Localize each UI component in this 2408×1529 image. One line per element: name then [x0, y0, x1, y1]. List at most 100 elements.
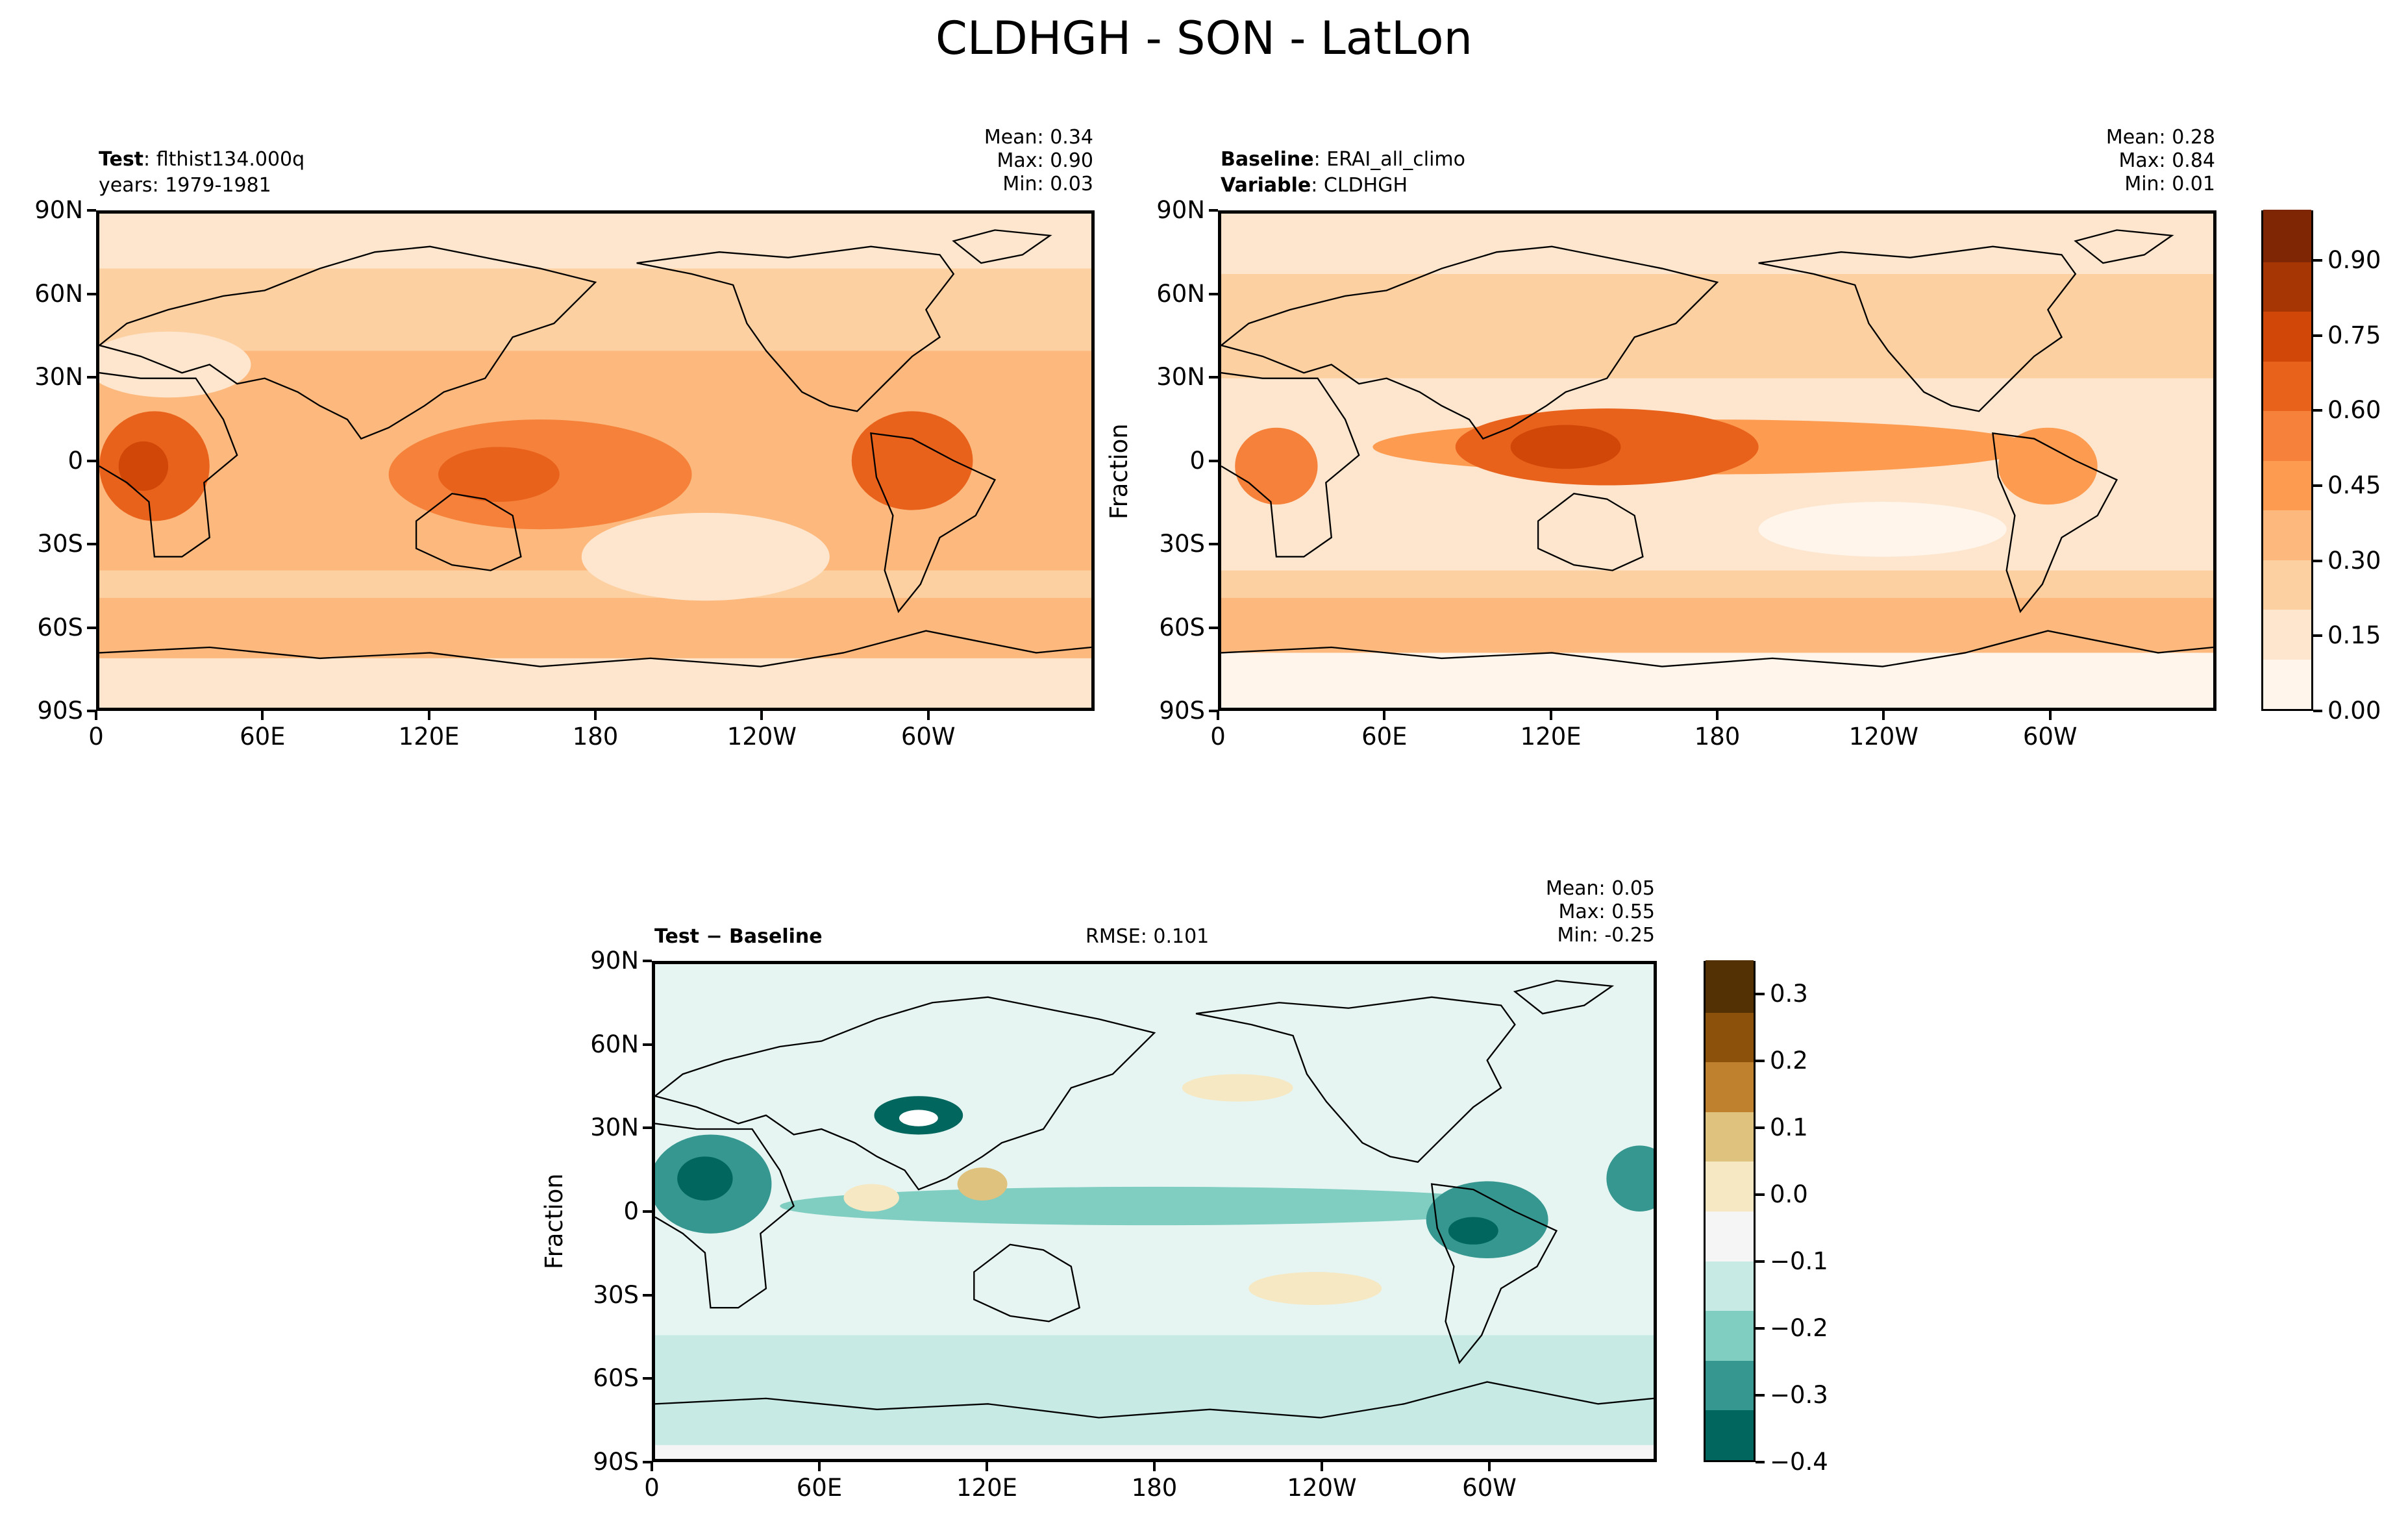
- diff-colorbar-swatch: [1706, 1060, 1754, 1112]
- main-colorbar: [2261, 210, 2313, 711]
- diff-colorbar-tick-mark: [1756, 993, 1765, 996]
- baseline-map-svg: [1221, 214, 2213, 708]
- main-colorbar-tick-label: 0.90: [2327, 246, 2381, 275]
- test-ytick-mark: [87, 626, 96, 629]
- diff-field-se-pacific-negative: [1248, 1272, 1382, 1305]
- baseline-label-key: Baseline: [1221, 148, 1314, 171]
- baseline-ylabel: Fraction: [1105, 423, 1133, 519]
- test-coast-antarctica: [99, 630, 1091, 667]
- main-colorbar-tick-label: 0.60: [2327, 396, 2381, 425]
- diff-colorbar-tick-label: −0.4: [1770, 1448, 1828, 1476]
- test-xtick-label: 0: [88, 723, 104, 751]
- baseline-coast-south-america: [1992, 432, 2118, 614]
- baseline-ytick-label: 90S: [1159, 697, 1205, 725]
- diff-ytick-mark: [643, 1126, 652, 1130]
- test-years: years: 1979-1981: [99, 174, 271, 197]
- diff-ytick-mark: [643, 1293, 652, 1297]
- test-ytick-mark: [87, 292, 96, 295]
- variable-label-value: CLDHGH: [1323, 174, 1408, 197]
- diff-label: Test − Baseline: [654, 925, 823, 948]
- main-colorbar-swatch: [2263, 210, 2311, 262]
- baseline-coast-africa: [1221, 372, 1360, 558]
- test-coast-south-america: [870, 432, 997, 614]
- diff-ytick-label: 0: [623, 1197, 639, 1225]
- baseline-xtick-mark: [1716, 711, 1719, 720]
- diff-rmse: RMSE: 0.101: [1086, 925, 1210, 948]
- diff-colorbar-tick-mark: [1756, 1126, 1765, 1130]
- baseline-ytick-mark: [1209, 626, 1218, 629]
- diff-xtick-mark: [818, 1462, 821, 1471]
- diff-coast-antarctica: [655, 1381, 1654, 1419]
- test-xtick-label: 120E: [398, 723, 460, 751]
- test-xtick-mark: [427, 711, 430, 720]
- baseline-xtick-label: 60W: [2022, 723, 2078, 751]
- diff-colorbar-swatch: [1706, 1109, 1754, 1162]
- diff-ylabel: Fraction: [540, 1173, 568, 1269]
- diff-xtick-mark: [1153, 1462, 1156, 1471]
- variable-label-key: Variable: [1221, 174, 1311, 197]
- baseline-ytick-mark: [1209, 459, 1218, 462]
- baseline-max: Max: 0.84: [2118, 149, 2215, 172]
- baseline-min: Min: 0.01: [2124, 173, 2215, 195]
- baseline-ytick-label: 30N: [1156, 363, 1205, 391]
- main-colorbar-tick-mark: [2313, 334, 2322, 337]
- diff-colorbar-tick-label: 0.0: [1770, 1180, 1808, 1209]
- main-colorbar-tick-mark: [2313, 259, 2322, 262]
- diff-field-south-pole: [655, 1445, 1654, 1459]
- baseline-xtick-mark: [1383, 711, 1386, 720]
- diff-colorbar-swatch: [1706, 1408, 1754, 1460]
- baseline-field-southern-ocean: [1221, 597, 2213, 653]
- diff-ytick-label: 90N: [590, 947, 639, 975]
- baseline-xtick-mark: [2048, 711, 2052, 720]
- baseline-ytick-mark: [1209, 209, 1218, 212]
- diff-xtick-label: 60W: [1462, 1474, 1517, 1502]
- diff-ytick-mark: [643, 1377, 652, 1380]
- baseline-xtick-label: 0: [1210, 723, 1226, 751]
- test-coast-eurasia: [99, 245, 597, 440]
- main-colorbar-swatch: [2263, 508, 2311, 560]
- main-colorbar-swatch: [2263, 309, 2311, 362]
- diff-ytick-label: 60N: [590, 1030, 639, 1058]
- diff-xtick-mark: [986, 1462, 988, 1471]
- diff-xtick-label: 120W: [1287, 1474, 1357, 1502]
- diff-colorbar-tick-mark: [1756, 1193, 1765, 1197]
- test-ytick-mark: [87, 710, 96, 712]
- baseline-stats: Mean: 0.28 Max: 0.84 Min: 0.01: [2106, 126, 2215, 196]
- test-max: Max: 0.90: [997, 149, 1093, 172]
- test-xtick-mark: [594, 711, 597, 720]
- diff-xtick-mark: [1488, 1462, 1491, 1471]
- diff-colorbar-swatch: [1706, 1159, 1754, 1212]
- test-xtick-mark: [261, 711, 264, 720]
- baseline-xtick-label: 120E: [1520, 723, 1582, 751]
- diff-ytick-label: 60S: [593, 1364, 639, 1393]
- test-coast-africa: [99, 372, 238, 558]
- test-xtick-mark: [760, 711, 763, 720]
- diff-colorbar-swatch: [1706, 1358, 1754, 1411]
- test-coast-greenland: [952, 229, 1052, 264]
- diff-xtick-label: 0: [644, 1474, 660, 1502]
- diff-coast-africa: [655, 1123, 795, 1309]
- diff-field-india-negative: [843, 1184, 899, 1212]
- test-coast-australia: [415, 493, 522, 571]
- test-ytick-label: 0: [68, 446, 83, 475]
- diff-colorbar-tick-label: 0.1: [1770, 1113, 1808, 1142]
- test-xtick-mark: [95, 711, 97, 720]
- figure-title: CLDHGH - SON - LatLon: [935, 12, 1472, 65]
- baseline-ytick-label: 60N: [1156, 279, 1205, 308]
- main-colorbar-tick-mark: [2313, 409, 2322, 412]
- diff-coast-greenland: [1513, 980, 1615, 1015]
- diff-colorbar-tick-mark: [1756, 1260, 1765, 1263]
- test-coast-north-america: [636, 245, 955, 412]
- test-label-value: flthist134.000q: [156, 148, 305, 171]
- test-min: Min: 0.03: [1002, 173, 1093, 195]
- baseline-xtick-mark: [1549, 711, 1552, 720]
- diff-coast-eurasia: [655, 996, 1156, 1191]
- main-colorbar-tick-label: 0.75: [2327, 321, 2381, 349]
- baseline-field-africa-high: [1235, 427, 1318, 505]
- baseline-coast-australia: [1537, 493, 1644, 571]
- diff-ytick-mark: [643, 960, 652, 962]
- baseline-field-arctic: [1221, 214, 2213, 275]
- diff-field-east-edge-positive: [1606, 1145, 1654, 1212]
- diff-map-plot: [652, 961, 1657, 1462]
- baseline-ytick-mark: [1209, 543, 1218, 545]
